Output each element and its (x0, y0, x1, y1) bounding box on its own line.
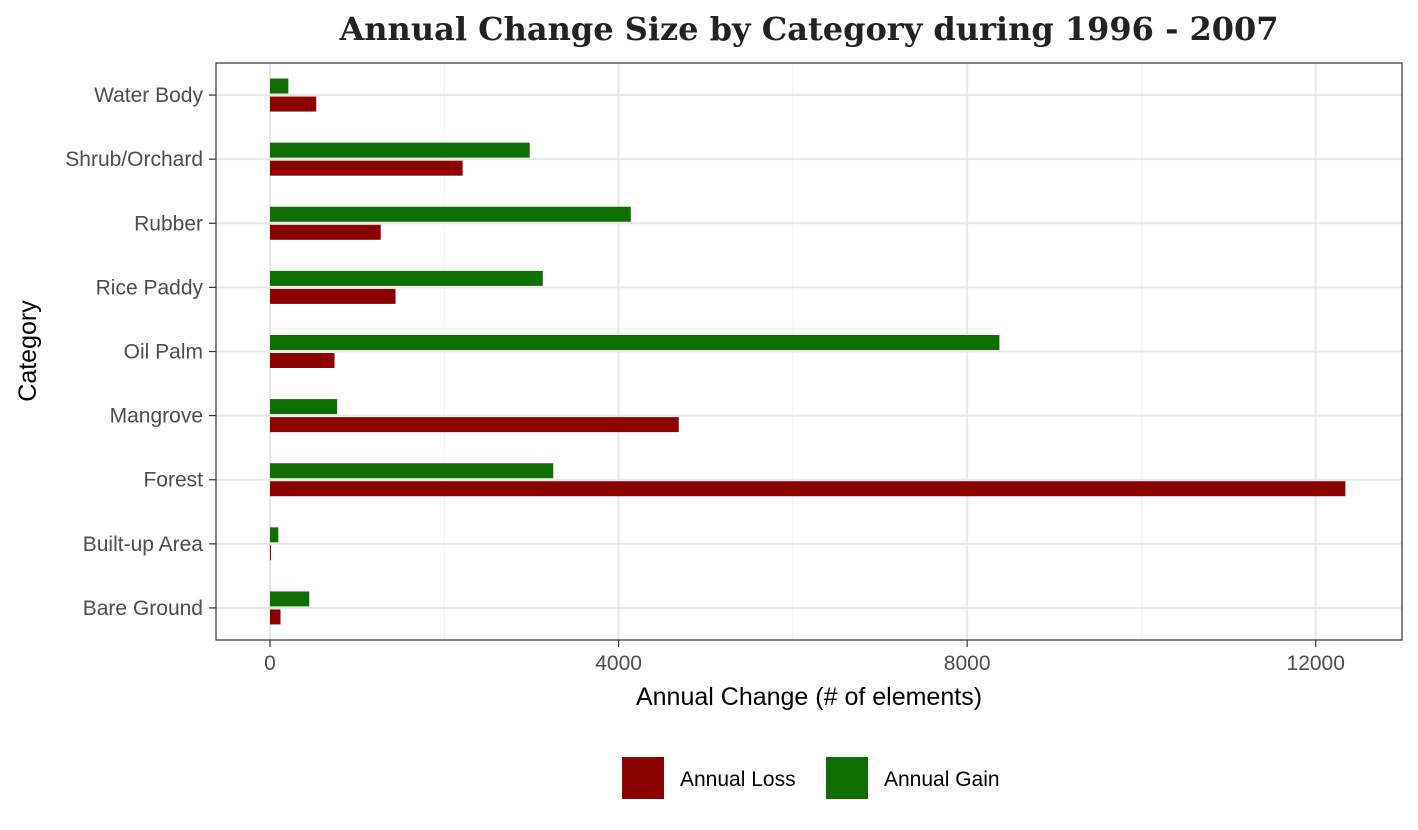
y-tick-label: Water Body (94, 84, 203, 107)
bar-gain (270, 591, 310, 607)
y-tick-label: Oil Palm (124, 341, 203, 364)
x-tick-label: 12000 (1287, 652, 1345, 675)
y-tick-label: Rubber (134, 212, 203, 235)
bar-gain (270, 463, 554, 479)
x-axis: 0 4000 8000 12000 (264, 640, 1345, 675)
x-axis-title: Annual Change (# of elements) (636, 683, 982, 711)
legend-label-gain: Annual Gain (884, 768, 1000, 791)
y-tick-label: Bare Ground (83, 597, 203, 620)
y-tick-label: Rice Paddy (96, 276, 204, 299)
bar-gain (270, 142, 530, 158)
gridlines (216, 63, 1402, 640)
legend-swatch-gain (826, 757, 868, 799)
bar-gain (270, 335, 1000, 350)
bar-loss (270, 609, 281, 625)
bar-loss (270, 288, 396, 304)
y-tick-label: Built-up Area (83, 533, 204, 556)
bar-loss (270, 353, 335, 368)
legend-label-loss: Annual Loss (680, 768, 796, 791)
bar-gain (270, 527, 279, 543)
bar-gain (270, 206, 631, 222)
x-tick-label: 0 (264, 652, 276, 675)
bar-loss (270, 417, 679, 433)
bar-loss (270, 160, 463, 176)
bar-gain (270, 399, 338, 415)
y-tick-label: Shrub/Orchard (65, 148, 203, 171)
bar-loss (270, 224, 381, 240)
legend: Annual Loss Annual Gain (622, 757, 1000, 799)
x-tick-label: 4000 (595, 652, 642, 675)
y-tick-label: Forest (143, 469, 203, 492)
bar-gain (270, 78, 289, 94)
y-axis-title: Category (14, 300, 42, 402)
y-tick-label: Mangrove (110, 405, 203, 428)
bar-gain (270, 270, 543, 286)
y-axis: Bare Ground Built-up Area Forest Mangrove Oi… (65, 84, 216, 620)
bar-loss (270, 481, 1346, 497)
bars (270, 78, 1346, 625)
bar-loss (270, 545, 272, 561)
chart-title: Annual Change Size by Category during 19… (338, 10, 1278, 48)
x-tick-label: 8000 (944, 652, 991, 675)
legend-swatch-loss (622, 757, 664, 799)
bar-loss (270, 96, 317, 112)
